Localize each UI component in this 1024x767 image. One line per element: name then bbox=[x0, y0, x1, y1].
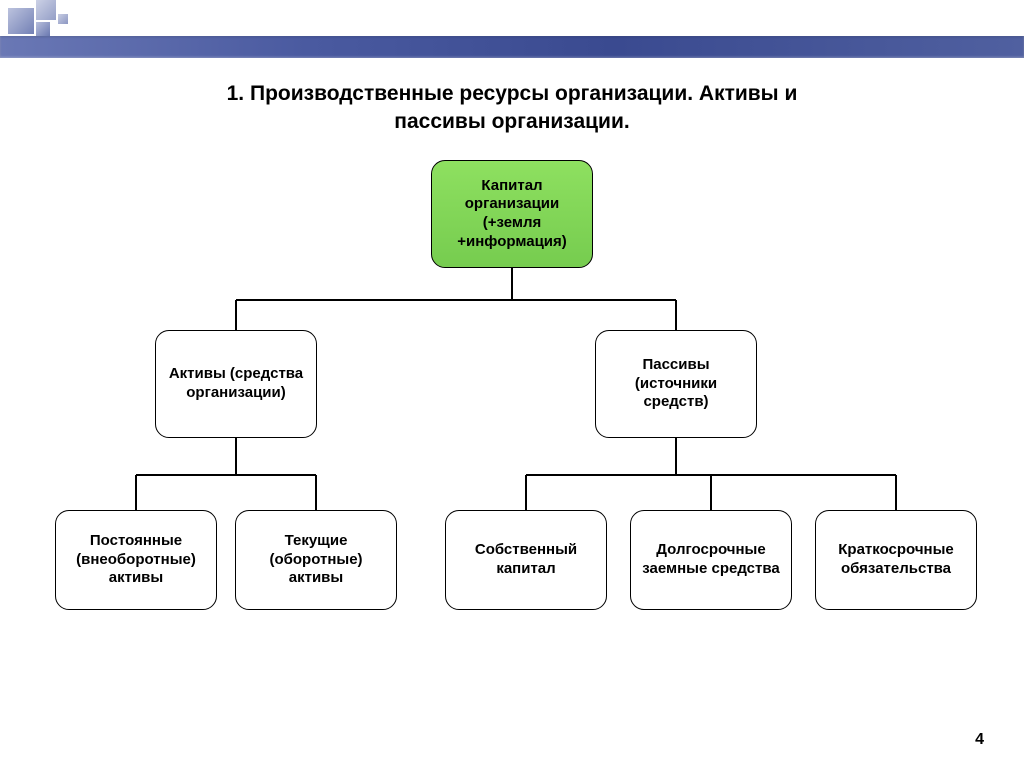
node-label: Собственный капитал bbox=[452, 541, 600, 579]
node-equity: Собственный капитал bbox=[445, 510, 607, 610]
node-label: Текущие (оборотные) активы bbox=[242, 532, 390, 588]
node-label: Долгосрочные заемные средства bbox=[637, 541, 785, 579]
node-label: Краткосрочные обязательства bbox=[822, 541, 970, 579]
slide-title: 1. Производственные ресурсы организации.… bbox=[0, 80, 1024, 137]
org-tree-diagram: Капитал организации (+земля +информация)… bbox=[0, 160, 1024, 720]
node-label: Активы (средства организации) bbox=[162, 365, 310, 403]
title-line-2: пассивы организации. bbox=[394, 110, 629, 133]
node-fixed-assets: Постоянные (внеоборотные) активы bbox=[55, 510, 217, 610]
page-number: 4 bbox=[975, 731, 984, 749]
node-label: Постоянные (внеоборотные) активы bbox=[62, 532, 210, 588]
node-root: Капитал организации (+земля +информация) bbox=[431, 160, 593, 268]
node-short-term-liab: Краткосрочные обязательства bbox=[815, 510, 977, 610]
title-line-1: 1. Производственные ресурсы организации.… bbox=[227, 82, 798, 105]
header-band bbox=[0, 36, 1024, 58]
node-label: Капитал организации (+земля +информация) bbox=[438, 177, 586, 252]
node-long-term-debt: Долгосрочные заемные средства bbox=[630, 510, 792, 610]
node-label: Пассивы (источники средств) bbox=[602, 356, 750, 412]
node-current-assets: Текущие (оборотные) активы bbox=[235, 510, 397, 610]
node-assets: Активы (средства организации) bbox=[155, 330, 317, 438]
node-liabilities: Пассивы (источники средств) bbox=[595, 330, 757, 438]
